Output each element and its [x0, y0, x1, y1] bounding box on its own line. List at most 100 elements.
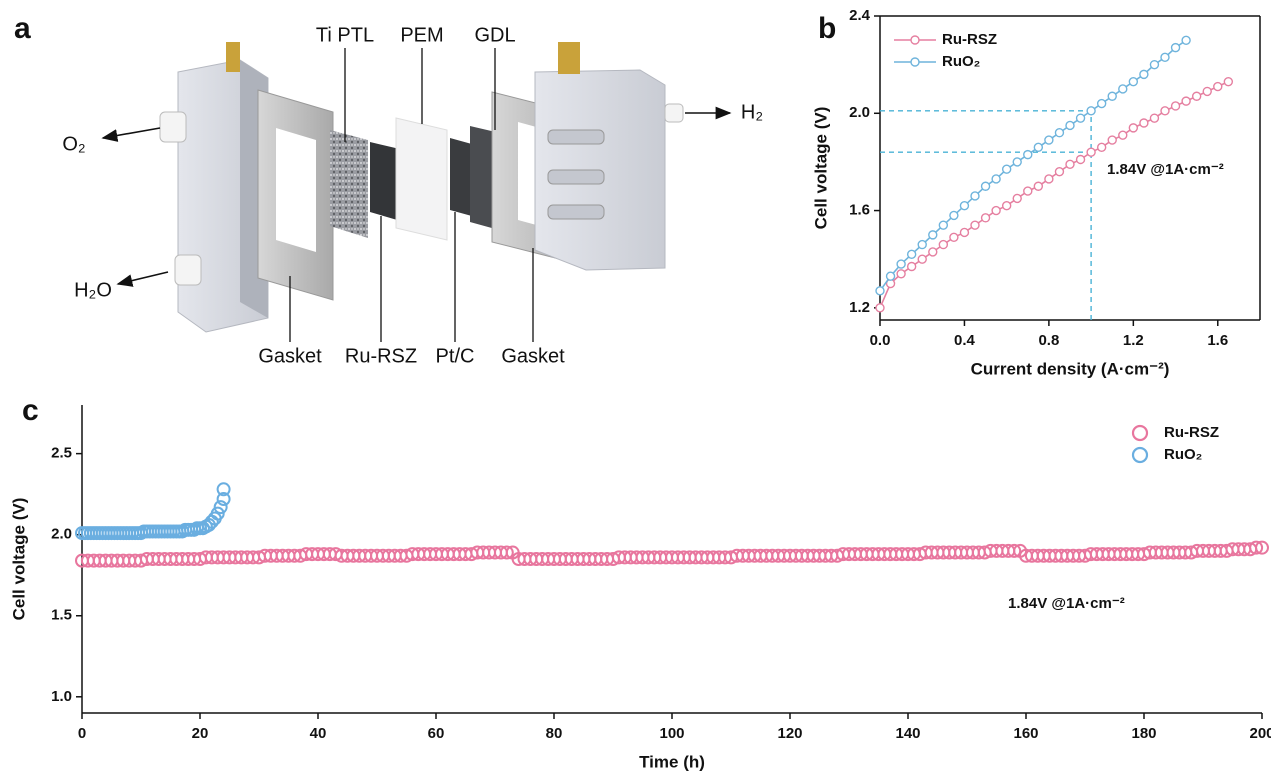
marker: [216, 482, 231, 497]
marker: [980, 213, 991, 223]
marker: [875, 303, 885, 313]
marker: [1012, 193, 1022, 204]
marker: [1065, 120, 1075, 131]
marker: [1023, 149, 1033, 160]
y-tick-label: 2.0: [849, 104, 870, 121]
x-axis-label: Time (h): [639, 752, 705, 771]
line: [879, 80, 1229, 309]
marker: [1118, 84, 1128, 94]
marker: [499, 545, 514, 560]
marker: [970, 191, 980, 201]
x-tick-label: 40: [310, 725, 327, 742]
label: Ti PTL: [316, 24, 374, 46]
legend-marker: [1131, 446, 1149, 464]
marker: [959, 200, 970, 211]
x-tick-label: 1.6: [1207, 332, 1228, 349]
x-tick-label: 60: [428, 725, 445, 742]
y-axis-label: Cell voltage (V): [9, 498, 28, 621]
marker: [980, 181, 991, 191]
marker: [991, 205, 1001, 216]
tab: [558, 42, 580, 74]
x-tick-label: 140: [895, 725, 920, 742]
marker: [1065, 159, 1075, 170]
marker: [906, 261, 917, 272]
marker: [991, 174, 1001, 184]
port: [664, 103, 684, 123]
y-tick-label: 2.4: [849, 7, 871, 24]
marker: [1107, 91, 1117, 101]
pem: [395, 117, 448, 241]
marker: [1160, 106, 1170, 116]
marker: [1096, 142, 1107, 153]
tab: [226, 42, 240, 72]
x-tick-label: 120: [777, 725, 802, 742]
marker: [1023, 186, 1033, 196]
marker: [1139, 69, 1149, 80]
legend-label: RuO₂: [1164, 446, 1202, 463]
arrow: [101, 127, 161, 142]
y-tick-label: 2.5: [51, 445, 72, 462]
legend-label: Ru-RSZ: [1164, 424, 1219, 441]
y-tick-label: 2.0: [51, 526, 72, 543]
marker: [1128, 123, 1139, 133]
marker: [1181, 96, 1191, 106]
marker: [1149, 113, 1160, 123]
marker: [1107, 135, 1117, 145]
marker: [1213, 81, 1223, 92]
channel: [547, 129, 605, 145]
channel: [547, 204, 605, 220]
legend-marker: [910, 57, 920, 67]
label: Gasket: [501, 345, 565, 367]
marker: [917, 254, 927, 264]
x-tick-label: 0.0: [870, 332, 891, 349]
channel: [547, 169, 605, 185]
marker: [1149, 59, 1160, 70]
marker: [1001, 164, 1012, 174]
x-tick-label: 180: [1131, 725, 1156, 742]
y-axis-label: Cell voltage (V): [811, 107, 830, 230]
annotation: 1.84V @1A·cm⁻²: [1107, 161, 1224, 178]
chart: c 0 20 40 60 80 100 120 140 160 180 200 1.0 1.5 2.0 2.5…: [9, 394, 1271, 772]
marker: [1128, 76, 1139, 87]
x-tick-label: 100: [659, 725, 684, 742]
panel-label: b: [818, 12, 836, 45]
ti-ptl: [330, 130, 368, 238]
marker: [1054, 166, 1065, 177]
marker: [1075, 113, 1086, 123]
marker: [1096, 98, 1107, 109]
x-tick-label: 80: [546, 725, 563, 742]
marker: [938, 220, 949, 230]
marker: [1033, 142, 1044, 153]
x-tick-label: 160: [1013, 725, 1038, 742]
chart: b 0.0 0.4 0.8 1.2 1.6 1.2 1.6 2.0 2.4 Current dens…: [811, 7, 1261, 378]
x-tick-label: 0.8: [1038, 332, 1059, 349]
marker: [959, 227, 970, 238]
marker: [1202, 86, 1212, 97]
port: [174, 254, 202, 286]
marker: [1160, 52, 1170, 63]
marker: [1033, 181, 1044, 191]
marker: [1044, 135, 1054, 145]
marker: [1223, 76, 1234, 87]
x-tick-label: 1.2: [1123, 332, 1144, 349]
marker: [1086, 106, 1096, 116]
x-tick-label: 0.4: [954, 332, 976, 349]
marker: [1139, 118, 1149, 128]
x-axis-label: Current density (A·cm⁻²): [971, 359, 1170, 378]
marker: [213, 500, 228, 515]
marker: [1249, 540, 1264, 555]
x-tick-label: 200: [1249, 725, 1271, 742]
panel-label: a: [14, 12, 31, 45]
marker: [970, 220, 980, 230]
marker: [1054, 128, 1065, 138]
marker: [896, 269, 906, 279]
marker: [906, 249, 917, 260]
gas-label: H₂: [741, 101, 763, 123]
marker: [1044, 174, 1054, 184]
y-tick-label: 1.0: [51, 688, 72, 705]
legend-label: RuO₂: [942, 53, 980, 70]
label: GDL: [474, 24, 515, 46]
marker: [1118, 130, 1128, 140]
gas-label: H₂O: [74, 279, 112, 301]
